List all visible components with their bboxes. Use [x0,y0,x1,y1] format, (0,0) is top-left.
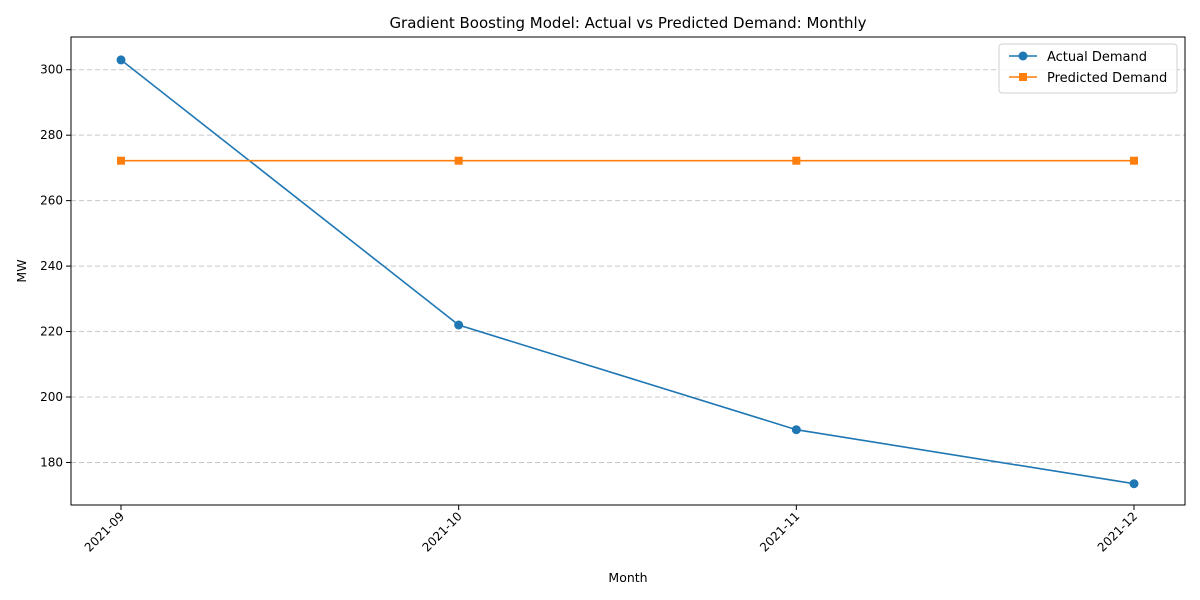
y-axis-label: MW [14,259,29,282]
y-tick-label: 260 [40,194,63,208]
legend-box [998,43,1178,94]
y-tick-label: 300 [40,63,63,77]
series-line-0 [120,59,1135,485]
data-point-marker [454,156,463,165]
x-tick-label: 2021-11 [757,509,802,554]
data-point-marker [116,55,126,65]
y-tick-label: 180 [40,455,63,469]
data-point-marker [1129,479,1139,489]
y-tick-label: 200 [40,390,63,404]
legend-label: Actual Demand [1047,50,1147,65]
grid-lines [71,69,1185,463]
data-point-marker [792,156,801,165]
data-point-marker [791,425,801,435]
plot-frame [70,36,1186,506]
chart-title: Gradient Boosting Model: Actual vs Predi… [389,14,866,32]
legend: Actual Demand Predicted Demand [998,43,1178,94]
legend-marker [1019,73,1027,81]
data-point-marker [117,156,125,165]
x-tick-label: 2021-12 [1095,509,1140,554]
y-tick-label: 220 [40,325,63,339]
y-tick-label: 240 [40,259,63,273]
y-tick-label: 280 [40,128,63,142]
axes: 180 200 220 240 260 280 300 2021-09 2021-10 2021-… [40,63,1140,555]
x-tick-label: 2021-09 [82,509,127,554]
x-axis-label: Month [608,570,647,585]
series-layer [116,55,1139,489]
data-point-marker [454,320,464,330]
x-tick-label: 2021-10 [419,509,464,554]
data-point-marker [1130,156,1138,165]
legend-marker [1018,51,1028,61]
legend-label: Predicted Demand [1047,71,1167,86]
